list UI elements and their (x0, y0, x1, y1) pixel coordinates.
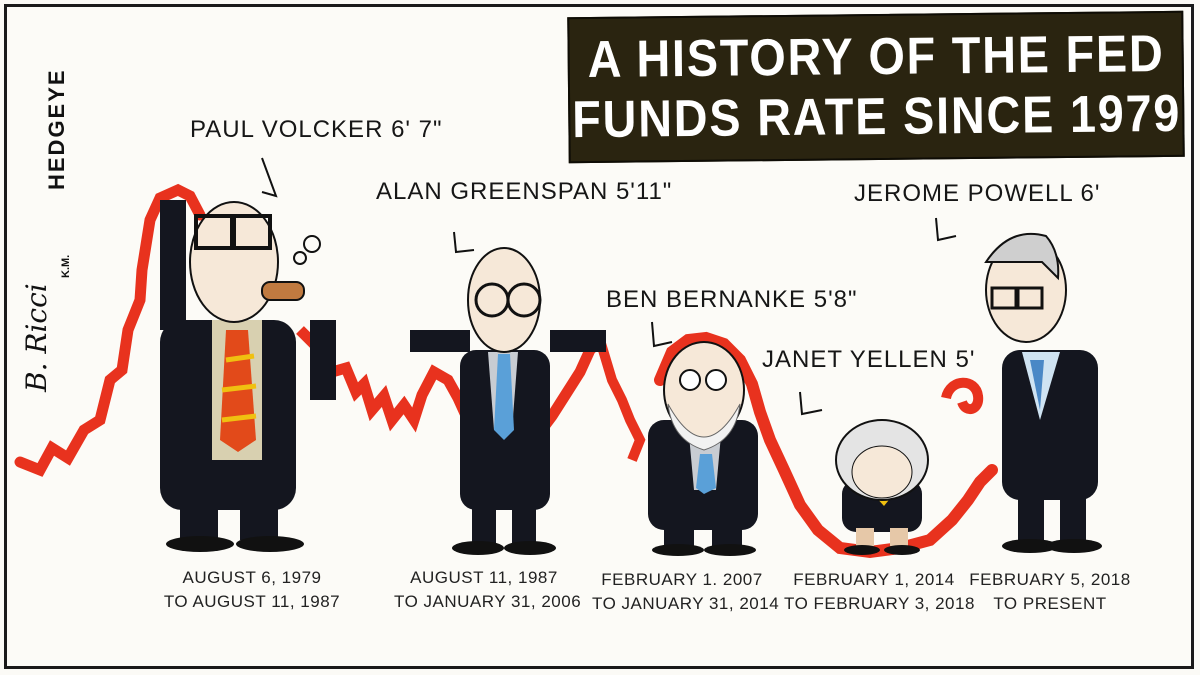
dates-yellen-line2: TO FEBRUARY 3, 2018 (784, 594, 975, 613)
dates-greenspan-line1: AUGUST 11, 1987 (410, 568, 558, 587)
label-bernanke: BEN BERNANKE 5'8" (606, 286, 858, 313)
label-greenspan: ALAN GREENSPAN 5'11" (376, 178, 673, 205)
greenspan-figure (410, 247, 606, 555)
bernanke-figure (648, 341, 758, 556)
label-yellen: JANET YELLEN 5' (762, 346, 976, 373)
title-line-2: FUNDS RATE SINCE 1979 (571, 84, 1182, 150)
volcker-figure (160, 200, 336, 552)
dates-powell: FEBRUARY 5, 2018 TO PRESENT (960, 568, 1140, 616)
fed-funds-rate-ribbon (14, 183, 206, 477)
dates-volcker: AUGUST 6, 1979 TO AUGUST 11, 1987 (162, 566, 342, 614)
title-banner: A HISTORY OF THE FED FUNDS RATE SINCE 19… (567, 10, 1185, 164)
dates-bernanke-line1: FEBRUARY 1. 2007 (601, 570, 763, 589)
artist-initials: K.M. (60, 254, 72, 278)
dates-greenspan: AUGUST 11, 1987 TO JANUARY 31, 2006 (394, 566, 582, 614)
brand-logo: HEDGEYE (44, 68, 69, 190)
dates-powell-line2: TO PRESENT (993, 594, 1107, 613)
dates-yellen: FEBRUARY 1, 2014 TO FEBRUARY 3, 2018 (784, 568, 975, 616)
dates-yellen-line1: FEBRUARY 1, 2014 (793, 570, 955, 589)
dates-volcker-line2: TO AUGUST 11, 1987 (163, 592, 341, 611)
title-line-1: A HISTORY OF THE FED (586, 24, 1165, 90)
dates-powell-line1: FEBRUARY 5, 2018 (969, 570, 1131, 589)
dates-bernanke: FEBRUARY 1. 2007 TO JANUARY 31, 2014 (592, 568, 780, 616)
dates-greenspan-line2: TO JANUARY 31, 2006 (394, 592, 582, 611)
label-volcker: PAUL VOLCKER 6' 7" (190, 116, 443, 143)
yellen-figure (835, 419, 929, 555)
artist-signature: B. Ricci (20, 283, 53, 392)
dates-bernanke-line2: TO JANUARY 31, 2014 (592, 594, 780, 613)
brand-block: HEDGEYE B. Ricci K.M. (20, 40, 72, 392)
powell-figure (984, 232, 1102, 553)
dates-volcker-line1: AUGUST 6, 1979 (182, 568, 322, 587)
label-powell: JEROME POWELL 6' (854, 180, 1101, 207)
